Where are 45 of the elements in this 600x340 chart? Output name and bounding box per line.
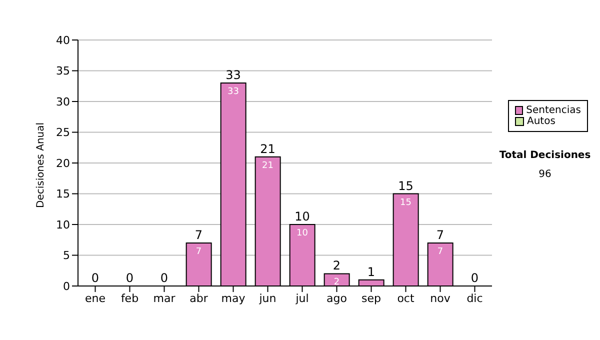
x-tick-label: nov [430, 292, 451, 305]
y-tick-label: 20 [56, 156, 70, 170]
total-label: 0 [160, 271, 168, 285]
data-label: 15 [400, 198, 412, 208]
x-tick-label: sep [362, 292, 382, 305]
x-tick-label: ene [84, 292, 106, 305]
total-label: 1 [367, 264, 376, 279]
data-label: 2 [334, 278, 340, 288]
x-tick-label: mar [153, 292, 176, 305]
y-tick-label: 35 [56, 64, 70, 78]
y-tick-label: 40 [56, 34, 70, 47]
data-label: 33 [228, 87, 239, 98]
total-label: 10 [294, 210, 310, 224]
x-tick-label: may [221, 292, 246, 305]
x-tick-label: dic [466, 292, 483, 305]
total-label: 0 [126, 271, 134, 285]
y-tick-label: 15 [56, 188, 70, 201]
total-label: 15 [398, 178, 414, 193]
legend-label: Autos [527, 116, 556, 127]
total-label: 7 [194, 228, 203, 242]
legend-label: Sentencias [526, 105, 581, 116]
data-label: 7 [196, 246, 202, 257]
data-label: 7 [437, 246, 444, 257]
x-tick-label: oct [397, 292, 415, 305]
x-tick-label: jul [294, 292, 309, 305]
y-tick-label: 5 [63, 249, 70, 262]
total-label: 33 [226, 68, 241, 82]
total-label: 0 [91, 271, 100, 285]
data-label: 21 [262, 160, 274, 171]
data-label: 10 [296, 228, 308, 238]
total-label: 7 [436, 228, 444, 242]
y-tick-label: 25 [56, 126, 70, 140]
x-tick-label: abr [190, 292, 208, 305]
text: 96 [538, 169, 552, 180]
text: Total Decisiones [498, 150, 592, 161]
x-tick-label: jun [258, 292, 276, 305]
x-tick-label: ago [326, 292, 348, 305]
total-label: 21 [260, 142, 276, 156]
y-tick-label: 30 [56, 95, 70, 108]
total-label: 0 [470, 271, 479, 285]
x-tick-label: feb [120, 292, 139, 305]
y-axis-title: Decisiones Anual [36, 122, 47, 208]
total-label: 2 [332, 258, 341, 273]
y-tick-label: 10 [56, 218, 70, 232]
y-tick-label: 0 [63, 280, 70, 293]
